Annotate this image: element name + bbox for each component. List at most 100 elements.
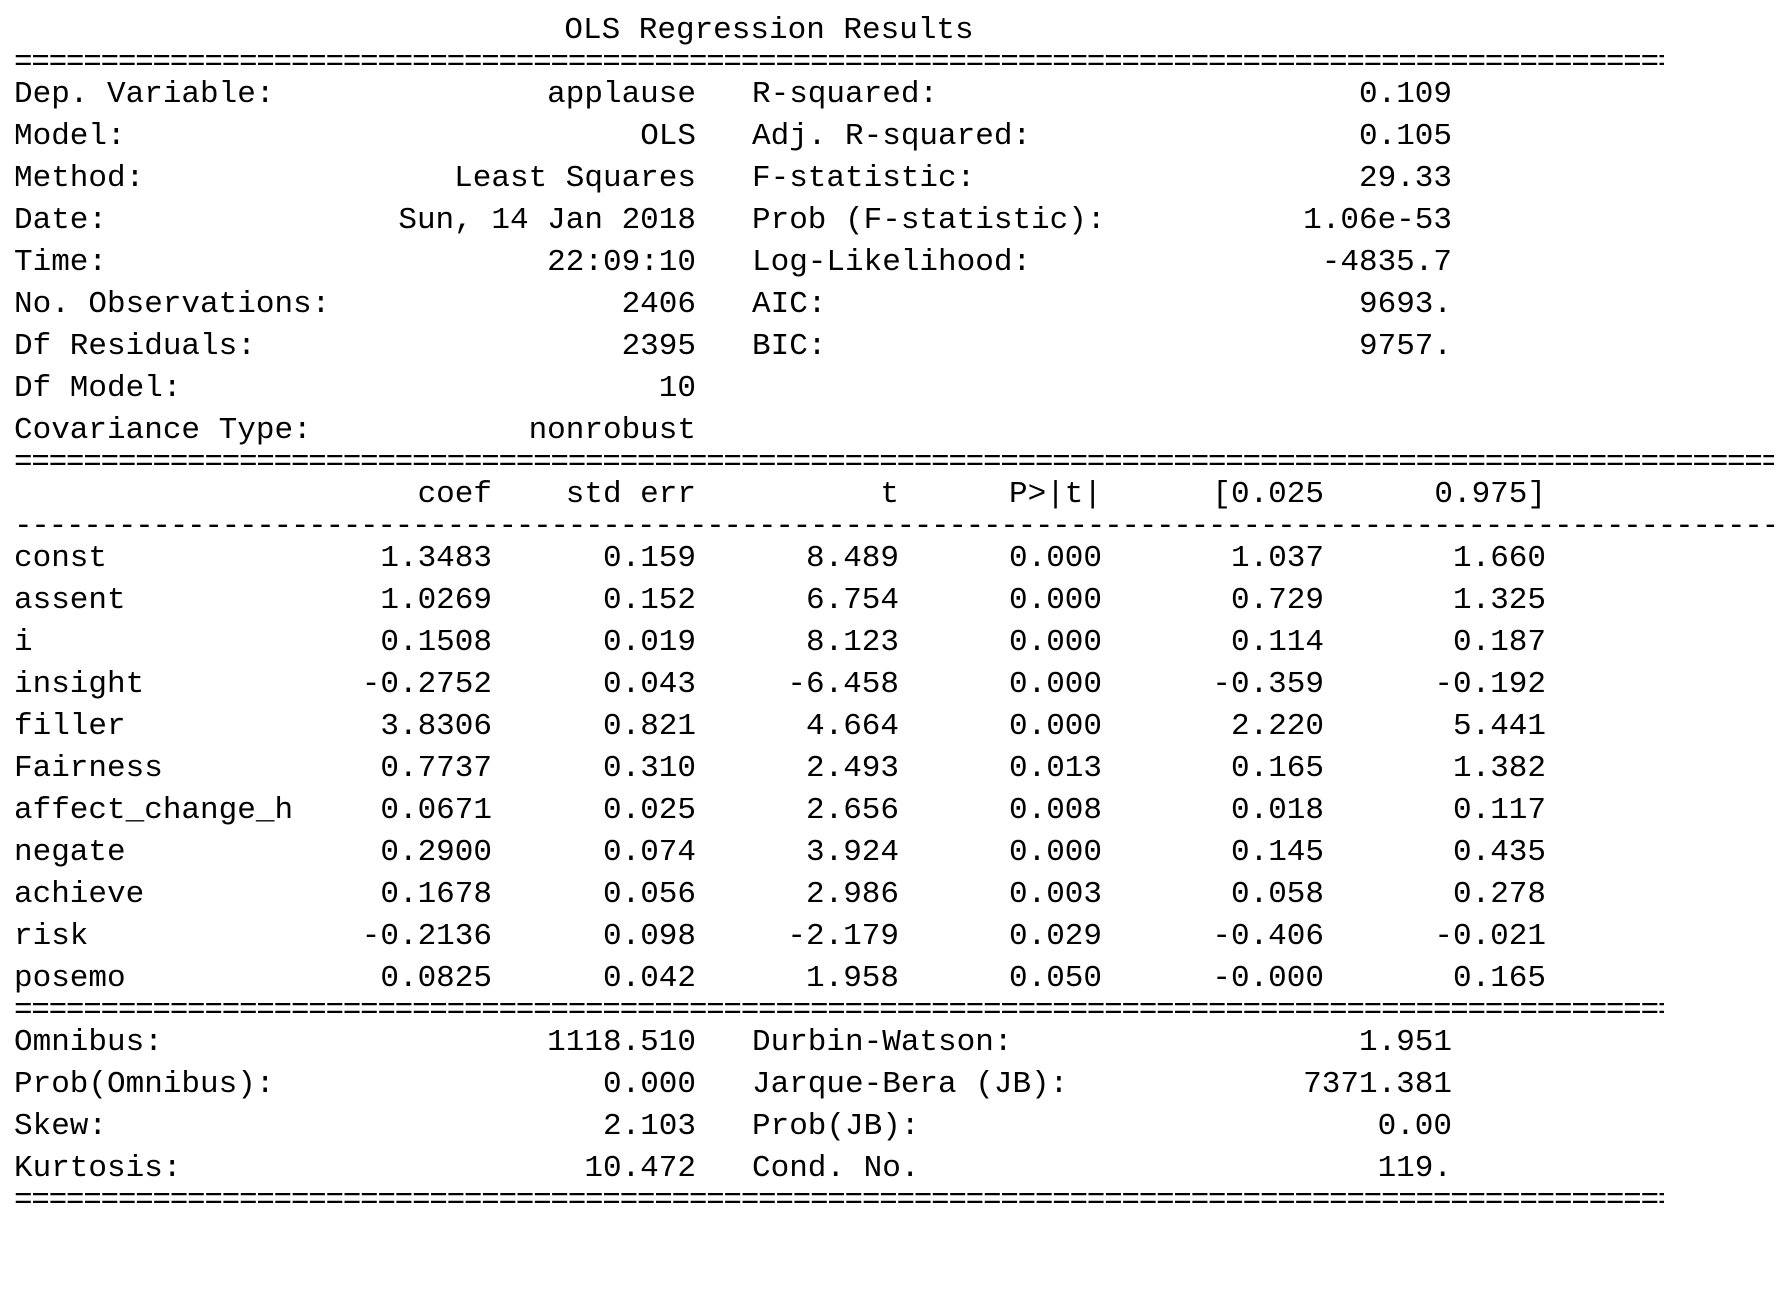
summary-value: 2395 (621, 329, 696, 364)
summary-label: Prob (F-statistic): (752, 203, 1106, 238)
coef-cell: 0.159 (602, 541, 696, 576)
coef-cell: 0.043 (602, 667, 696, 702)
double-rule-bottom: ========================================… (14, 1190, 1664, 1212)
coef-variable-name: risk (14, 919, 89, 954)
summary-value: Least Squares (454, 161, 696, 196)
summary-label: Df Residuals: (14, 329, 256, 364)
coef-cell: 0.000 (1008, 541, 1102, 576)
summary-value: OLS (640, 119, 696, 154)
diagnostic-label: Kurtosis: (14, 1151, 182, 1186)
coef-cell: 5.441 (1452, 709, 1546, 744)
coef-cell: 0.098 (602, 919, 696, 954)
coef-column-header: 0.975] (1434, 477, 1546, 512)
coef-cell: 0.003 (1008, 877, 1102, 912)
coef-row: affect_change_h 0.0671 0.025 2.656 0.008 0.01… (14, 790, 1774, 832)
coef-cell: 0.165 (1452, 961, 1546, 996)
coef-cell: 1.325 (1452, 583, 1546, 618)
coef-row: i 0.1508 0.019 8.123 0.000 0.114 0.187 (14, 622, 1774, 664)
diagnostic-label: Skew: (14, 1109, 108, 1144)
coef-header-row: coef std err t P>|t| [0.025 0.975] (14, 474, 1774, 516)
coef-cell: 1.958 (805, 961, 899, 996)
coef-cell: 0.000 (1008, 835, 1102, 870)
summary-label: Adj. R-squared: (752, 119, 1032, 154)
summary-label: R-squared: (752, 77, 939, 112)
coef-row: achieve 0.1678 0.056 2.986 0.003 0.058 0.278 (14, 874, 1774, 916)
model-summary-row: Df Residuals: 2395 BIC: 9757. (14, 326, 1774, 368)
diagnostic-value: 1.951 (1358, 1025, 1452, 1060)
coef-cell: -0.000 (1212, 961, 1324, 996)
coef-cell: 0.821 (602, 709, 696, 744)
coef-cell: 0.729 (1230, 583, 1324, 618)
coef-cell: 0.278 (1452, 877, 1546, 912)
summary-label: Log-Likelihood: (752, 245, 1032, 280)
diagnostic-label: Cond. No. (752, 1151, 920, 1186)
model-summary-row: Model: OLS Adj. R-squared: 0.105 (14, 116, 1774, 158)
coef-cell: -0.2136 (361, 919, 492, 954)
report-title-row: OLS Regression Results (14, 10, 1774, 52)
coef-variable-name: achieve (14, 877, 145, 912)
double-rule-top: ========================================… (14, 52, 1664, 74)
coef-table: const 1.3483 0.159 8.489 0.000 1.037 1.660 asse… (14, 538, 1774, 1000)
diagnostics-row: Prob(Omnibus): 0.000 Jarque-Bera (JB): 7371… (14, 1064, 1774, 1106)
coef-cell: 0.0671 (380, 793, 492, 828)
coef-cell: 0.7737 (380, 751, 492, 786)
double-rule-after-coef: ========================================… (14, 1000, 1664, 1022)
coef-cell: 0.056 (602, 877, 696, 912)
summary-label: F-statistic: (752, 161, 976, 196)
summary-value: -4835.7 (1321, 245, 1452, 280)
diagnostic-label: Durbin-Watson: (752, 1025, 1013, 1060)
coef-cell: 0.117 (1452, 793, 1546, 828)
coef-cell: 0.019 (602, 625, 696, 660)
summary-label: Date: (14, 203, 108, 238)
coef-cell: 0.145 (1230, 835, 1324, 870)
model-summary-row: Time: 22:09:10 Log-Likelihood: -4835.7 (14, 242, 1774, 284)
coef-cell: 0.074 (602, 835, 696, 870)
summary-value: 2406 (621, 287, 696, 322)
diagnostics-row: Kurtosis: 10.472 Cond. No. 119. (14, 1148, 1774, 1190)
coef-cell: 1.660 (1452, 541, 1546, 576)
coef-cell: 0.435 (1452, 835, 1546, 870)
coef-column-header: t (880, 477, 899, 512)
summary-value: applause (547, 77, 696, 112)
coef-cell: 0.058 (1230, 877, 1324, 912)
summary-value: Sun, 14 Jan 2018 (398, 203, 696, 238)
coef-row: filler 3.8306 0.821 4.664 0.000 2.220 5.441 (14, 706, 1774, 748)
double-rule-before-coef: ========================================… (14, 452, 1774, 474)
coef-cell: 0.000 (1008, 625, 1102, 660)
coef-cell: 8.489 (805, 541, 899, 576)
coef-variable-name: insight (14, 667, 145, 702)
coef-row: insight -0.2752 0.043 -6.458 0.000 -0.359 -0.1… (14, 664, 1774, 706)
coef-variable-name: i (14, 625, 33, 660)
diagnostics-row: Omnibus: 1118.510 Durbin-Watson: 1.951 (14, 1022, 1774, 1064)
coef-column-header: [0.025 (1212, 477, 1324, 512)
summary-value: 22:09:10 (547, 245, 696, 280)
coef-cell: 2.986 (805, 877, 899, 912)
summary-value: 10 (658, 371, 696, 406)
model-summary-row: Df Model: 10 (14, 368, 1774, 410)
ols-regression-report: OLS Regression Results =================… (14, 10, 1774, 1212)
summary-label: BIC: (752, 329, 827, 364)
coef-cell: 0.152 (602, 583, 696, 618)
coef-cell: 0.2900 (380, 835, 492, 870)
coef-cell: 0.000 (1008, 667, 1102, 702)
model-summary-row: No. Observations: 2406 AIC: 9693. (14, 284, 1774, 326)
coef-row: negate 0.2900 0.074 3.924 0.000 0.145 0.435 (14, 832, 1774, 874)
coef-cell: 0.050 (1008, 961, 1102, 996)
diagnostics-row: Skew: 2.103 Prob(JB): 0.00 (14, 1106, 1774, 1148)
coef-row: assent 1.0269 0.152 6.754 0.000 0.729 1.325 (14, 580, 1774, 622)
summary-value: 0.105 (1358, 119, 1452, 154)
coef-cell: -2.179 (787, 919, 899, 954)
summary-label: Model: (14, 119, 126, 154)
coef-cell: 1.3483 (380, 541, 492, 576)
model-summary-row: Date: Sun, 14 Jan 2018 Prob (F-statistic):… (14, 200, 1774, 242)
coef-cell: 2.493 (805, 751, 899, 786)
coef-cell: 1.0269 (380, 583, 492, 618)
coef-cell: 1.037 (1230, 541, 1324, 576)
summary-label: Covariance Type: (14, 413, 312, 448)
coef-cell: 0.000 (1008, 583, 1102, 618)
coef-cell: -6.458 (787, 667, 899, 702)
report-title: OLS Regression Results (564, 13, 974, 48)
coef-column-header: P>|t| (1008, 477, 1102, 512)
coef-cell: 0.0825 (380, 961, 492, 996)
coef-cell: 0.1678 (380, 877, 492, 912)
